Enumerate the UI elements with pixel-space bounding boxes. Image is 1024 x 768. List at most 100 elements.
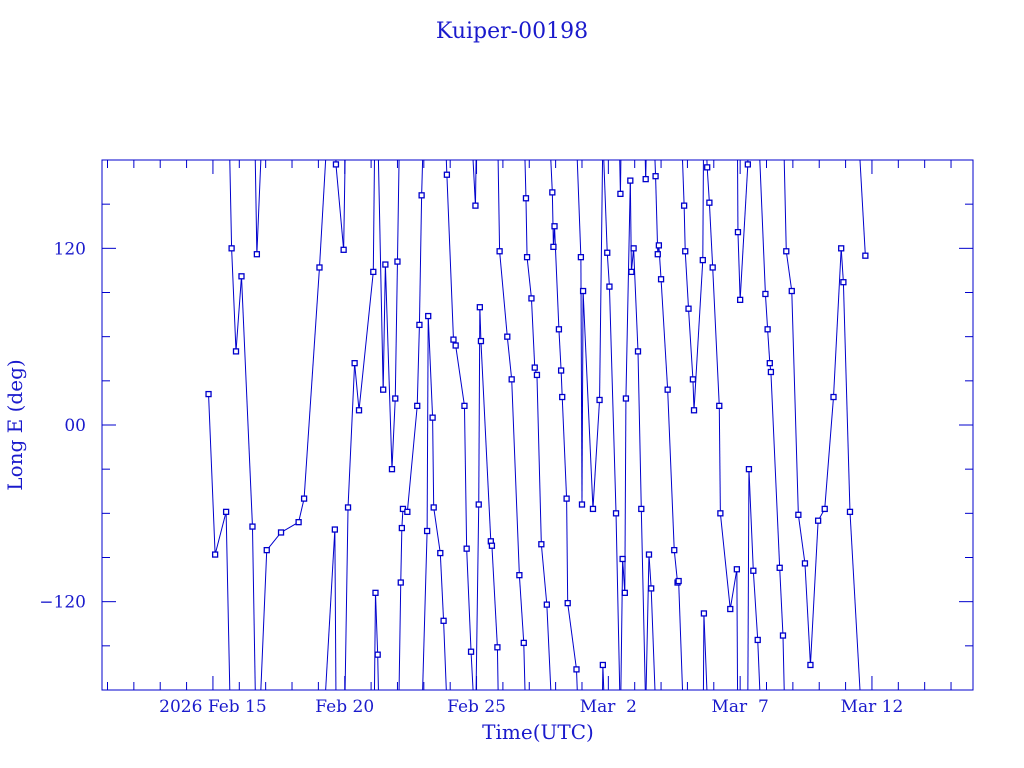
series-line-segment bbox=[608, 286, 617, 514]
series-line-segment bbox=[372, 159, 375, 272]
data-point-marker bbox=[416, 321, 423, 329]
series-line-segment bbox=[536, 374, 542, 545]
series-line-segment bbox=[491, 545, 498, 648]
data-point-marker bbox=[531, 364, 538, 371]
data-point-marker bbox=[630, 245, 637, 252]
series-line-segment bbox=[797, 514, 806, 564]
data-point-marker bbox=[440, 617, 447, 624]
series-line-segment bbox=[764, 293, 769, 330]
data-point-marker bbox=[563, 495, 570, 502]
series-line-segment bbox=[406, 405, 418, 512]
series-line-segment bbox=[648, 554, 652, 589]
data-point-marker bbox=[579, 287, 587, 295]
series-line-segment bbox=[729, 569, 738, 610]
data-point-marker bbox=[617, 190, 624, 198]
chart-title: Kuiper-00198 bbox=[436, 19, 588, 44]
data-point-marker bbox=[504, 333, 511, 340]
x-axis-label: Time(UTC) bbox=[482, 720, 594, 744]
x-tick-label: Mar 2 bbox=[580, 697, 637, 717]
data-point-marker bbox=[404, 508, 411, 516]
data-point-marker bbox=[450, 336, 457, 343]
data-point-marker bbox=[263, 546, 270, 554]
series-line-segment bbox=[256, 159, 262, 255]
series-group bbox=[205, 159, 869, 691]
data-point-marker bbox=[461, 402, 468, 410]
series-line-segment bbox=[506, 336, 513, 380]
series-line-segment bbox=[791, 291, 799, 515]
series-line-segment bbox=[567, 603, 577, 670]
series-line-segment bbox=[719, 513, 731, 610]
series-line-segment bbox=[254, 159, 258, 255]
series-line-segment bbox=[518, 575, 525, 643]
series-line-segment bbox=[582, 291, 594, 509]
data-point-marker bbox=[700, 610, 708, 617]
data-point-marker bbox=[612, 510, 620, 517]
data-point-marker bbox=[654, 251, 661, 258]
series-line-segment bbox=[416, 324, 420, 406]
data-point-marker bbox=[522, 195, 530, 202]
data-point-marker bbox=[355, 407, 363, 414]
data-point-marker bbox=[619, 555, 626, 563]
series-line-segment bbox=[640, 508, 646, 691]
series-line-segment bbox=[496, 647, 499, 691]
series-line-segment bbox=[334, 529, 337, 691]
series-line-segment bbox=[432, 417, 435, 508]
series-line-segment bbox=[739, 164, 749, 300]
data-point-marker bbox=[472, 202, 479, 209]
series-line-segment bbox=[374, 592, 379, 655]
data-point-marker bbox=[709, 264, 716, 271]
data-point-marker bbox=[477, 337, 485, 345]
series-line-segment bbox=[546, 604, 552, 691]
series-line-segment bbox=[757, 639, 761, 691]
data-point-marker bbox=[488, 542, 496, 549]
data-point-marker bbox=[557, 367, 565, 374]
data-point-marker bbox=[706, 199, 713, 206]
series-line-segment bbox=[480, 341, 492, 542]
series-line-segment bbox=[620, 558, 624, 691]
data-point-marker bbox=[564, 599, 571, 607]
series-line-segment bbox=[560, 370, 563, 398]
series-line-segment bbox=[422, 530, 428, 691]
data-point-marker bbox=[555, 326, 563, 333]
data-point-marker bbox=[437, 549, 444, 557]
data-point-marker bbox=[689, 376, 697, 383]
data-point-marker bbox=[736, 296, 744, 304]
x-tick-label: Mar 7 bbox=[711, 697, 768, 717]
series-line-segment bbox=[499, 251, 508, 337]
data-point-marker bbox=[846, 508, 854, 516]
data-point-marker bbox=[734, 228, 742, 236]
series-line-segment bbox=[602, 664, 605, 691]
data-point-marker bbox=[300, 495, 308, 502]
series-line-segment bbox=[426, 316, 429, 532]
series-line-segment bbox=[558, 329, 562, 371]
series-line-segment bbox=[615, 513, 621, 691]
series-line-segment bbox=[833, 248, 842, 398]
series-line-segment bbox=[455, 345, 465, 406]
series-line-segment bbox=[394, 261, 398, 399]
data-point-marker bbox=[249, 523, 256, 530]
series-line-segment bbox=[783, 159, 787, 252]
series-line-segment bbox=[325, 529, 336, 691]
series-line-segment bbox=[840, 248, 844, 283]
data-point-marker bbox=[716, 402, 723, 410]
series-line-segment bbox=[479, 307, 482, 342]
plot-frame bbox=[101, 159, 974, 691]
data-point-marker bbox=[599, 661, 607, 669]
data-point-marker bbox=[549, 189, 556, 196]
series-line-segment bbox=[712, 267, 720, 406]
series-line-segment bbox=[251, 526, 256, 691]
data-point-marker bbox=[776, 564, 783, 571]
series-line-segment bbox=[427, 316, 434, 418]
data-point-marker bbox=[675, 577, 682, 585]
series-line-segment bbox=[673, 550, 679, 583]
series-line-segment bbox=[318, 159, 327, 268]
data-point-marker bbox=[680, 202, 688, 209]
series-line-segment bbox=[703, 613, 708, 691]
series-line-segment bbox=[400, 528, 403, 583]
y-tick-label: −120 bbox=[39, 593, 86, 613]
data-point-marker bbox=[392, 395, 399, 402]
series-line-segment bbox=[770, 371, 781, 568]
data-point-marker bbox=[380, 386, 387, 393]
x-tick-label: Mar 12 bbox=[841, 697, 904, 717]
data-point-marker bbox=[750, 567, 757, 574]
